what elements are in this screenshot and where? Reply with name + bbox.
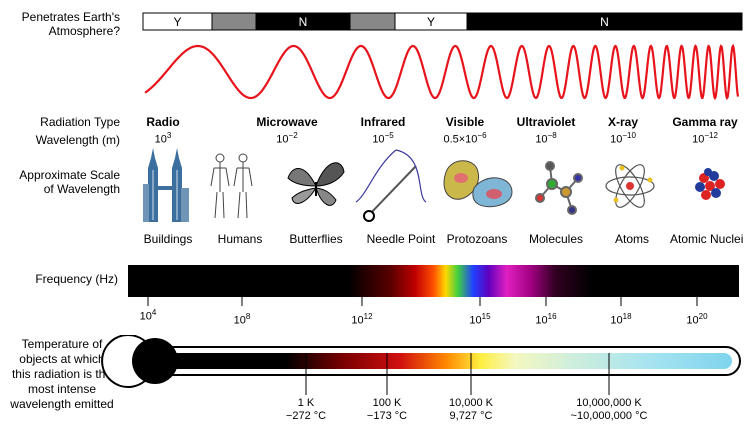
wavelength-wave	[144, 43, 740, 101]
wavelength-value: 10−10	[610, 131, 636, 146]
scale-label-atomic-nuclei: Atomic Nuclei	[670, 232, 744, 246]
wavelength-value: 10−5	[372, 131, 394, 146]
wave-graphic	[144, 43, 740, 101]
scale-label-butterflies: Butterflies	[289, 232, 343, 246]
wavelength-value: 10−2	[276, 131, 298, 146]
frequency-tick: 108	[233, 312, 251, 327]
molecule-icon	[535, 161, 583, 215]
thermometer-bulb	[132, 338, 178, 384]
atmosphere-segment	[211, 12, 257, 31]
frequency-tick: 1015	[469, 312, 491, 327]
wavelength-value: 10−8	[535, 131, 557, 146]
radiation-type-gamma: Gamma ray 10−12	[672, 115, 738, 146]
frequency-label: Frequency (Hz)	[35, 272, 118, 286]
radiation-type-xray: X-ray 10−10	[607, 115, 639, 146]
thermometer	[101, 335, 741, 395]
butterfly-icon	[287, 162, 345, 206]
humans-icon	[210, 153, 253, 219]
scale-label-humans: Humans	[217, 232, 263, 246]
scale-label-atoms: Atoms	[614, 232, 650, 246]
radiation-type-visible: Visible 0.5×10−6	[443, 115, 487, 146]
thermometer-column	[160, 353, 732, 369]
scale-label: Approximate Scale of Wavelength	[19, 168, 120, 196]
scale-label-molecules: Molecules	[528, 232, 584, 246]
scale-icons	[143, 148, 725, 222]
atmosphere-label: Penetrates Earth's Atmosphere?	[21, 10, 120, 38]
radiation-type-microwave: Microwave 10−2	[256, 115, 318, 146]
frequency-spectrum	[128, 265, 739, 306]
wavelength-value: 10−12	[692, 131, 718, 146]
atmosphere-segment-label: N	[600, 15, 609, 29]
radiation-type-infrared: Infrared 10−5	[360, 115, 406, 146]
atmosphere-segment	[466, 12, 743, 31]
buildings-icon	[143, 148, 189, 222]
frequency-tick: 1016	[535, 312, 557, 327]
frequency-tick: 1012	[351, 312, 373, 327]
temperature-tick: 1 K −272 °C	[285, 397, 327, 422]
wavelength-value: 0.5×10−6	[443, 131, 487, 146]
atmosphere-segment-label: Y	[427, 15, 435, 29]
scale-label-protozoans: Protozoans	[446, 232, 508, 246]
atmosphere-segment	[349, 12, 396, 31]
radiation-type-ultraviolet: Ultraviolet 10−8	[516, 115, 576, 146]
wavelength-label: Wavelength (m)	[35, 133, 120, 147]
radiation-type-radio: Radio 103	[146, 115, 180, 146]
temperature-tick: 10,000,000 K ~10,000,000 °C	[570, 397, 648, 422]
atom-icon	[605, 164, 655, 208]
protozoan-icon	[443, 160, 513, 208]
temperature-label: Temperature of objects at which this rad…	[10, 337, 114, 411]
temperature-tick: 10,000 K 9,727 °C	[448, 397, 494, 422]
wavelength-value: 103	[154, 131, 172, 146]
temperature-tick: 100 K −173 °C	[366, 397, 408, 422]
radiation-type-label: Radiation Type	[40, 115, 120, 129]
scale-label-needle-point: Needle Point	[366, 232, 436, 246]
frequency-tick: 1020	[686, 312, 708, 327]
needle-icon	[355, 149, 427, 222]
frequency-tick: 104	[139, 308, 157, 323]
scale-label-buildings: Buildings	[143, 232, 193, 246]
atmosphere-segment-label: Y	[173, 15, 181, 29]
spectrum-bar	[128, 265, 739, 297]
atmosphere-segment-label: N	[299, 15, 308, 29]
nucleus-icon	[695, 168, 725, 200]
frequency-tick: 1018	[610, 312, 632, 327]
